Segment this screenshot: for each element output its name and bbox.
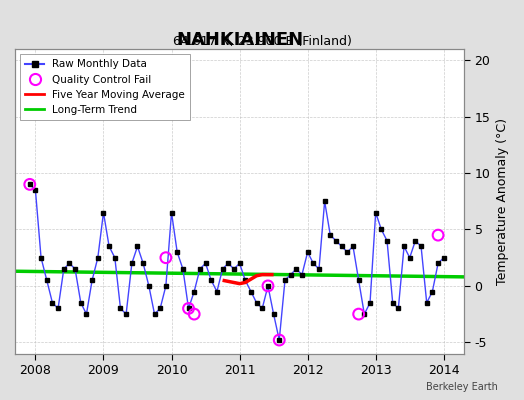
Y-axis label: Temperature Anomaly (°C): Temperature Anomaly (°C): [496, 118, 509, 285]
Legend: Raw Monthly Data, Quality Control Fail, Five Year Moving Average, Long-Term Tren: Raw Monthly Data, Quality Control Fail, …: [20, 54, 190, 120]
Point: [162, 254, 170, 261]
Point: [184, 305, 193, 312]
Point: [264, 283, 272, 289]
Point: [275, 337, 283, 343]
Title: NAHKIAINEN: NAHKIAINEN: [176, 31, 303, 49]
Point: [26, 181, 34, 188]
Point: [190, 311, 199, 317]
Text: 64.617 N, 23.900 E (Finland): 64.617 N, 23.900 E (Finland): [172, 36, 352, 48]
Point: [354, 311, 363, 317]
Point: [434, 232, 442, 238]
Text: Berkeley Earth: Berkeley Earth: [426, 382, 498, 392]
